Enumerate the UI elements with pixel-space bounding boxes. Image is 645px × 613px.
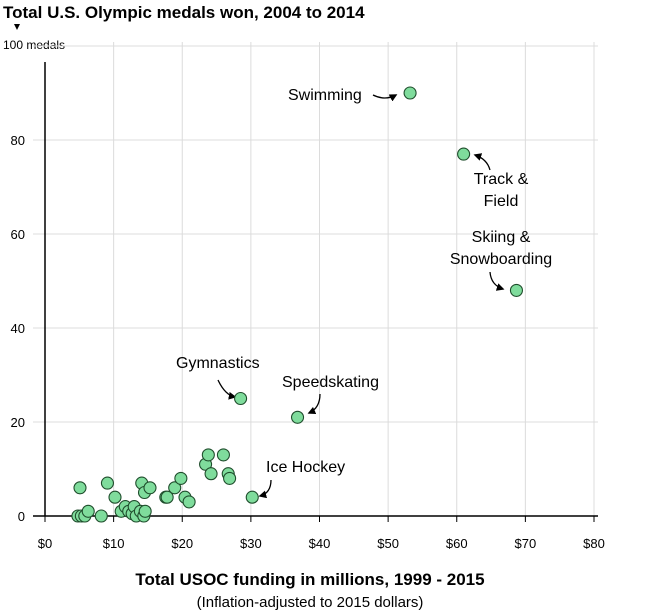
point-skiing-snowboarding	[509, 283, 524, 297]
x-tick-label: $0	[38, 536, 52, 551]
x-tick-label: $40	[309, 536, 331, 551]
skiing-snowboarding-arrow	[489, 271, 505, 291]
x-tick-label: $70	[515, 536, 537, 551]
data-point	[94, 509, 108, 523]
speedskating-arrow	[307, 393, 321, 414]
x-tick-label: $30	[240, 536, 262, 551]
point-track-field	[457, 147, 471, 161]
y-tick-label: 40	[11, 321, 25, 336]
data-point	[138, 504, 152, 518]
swimming-arrow	[372, 94, 398, 102]
point-ice-hockey	[245, 490, 259, 504]
x-axis-label: Total USOC funding in millions, 1999 - 2…	[135, 570, 484, 589]
data-point	[73, 481, 87, 495]
x-axis-sublabel: (Inflation-adjusted to 2015 dollars)	[197, 594, 424, 611]
point-swimming	[403, 86, 417, 100]
annotation-track-field-line2: Field	[484, 193, 519, 210]
data-points	[71, 86, 524, 523]
annotation-speedskating: Speedskating	[282, 374, 379, 391]
y-axis-label: 100 medals	[3, 38, 65, 52]
data-point	[182, 495, 196, 509]
x-tick-labels: $0 $10 $20 $30 $40 $50 $60 $70 $80	[38, 536, 605, 551]
y-tick-label: 20	[11, 415, 25, 430]
data-point	[81, 504, 95, 518]
x-tick-label: $80	[583, 536, 605, 551]
data-point	[108, 490, 122, 504]
data-point	[143, 481, 157, 495]
y-tick-labels: 0 20 40 60 80	[11, 133, 25, 524]
annotation-ice-hockey: Ice Hockey	[266, 459, 345, 476]
annotation-gymnastics: Gymnastics	[176, 355, 260, 372]
track-field-arrow	[473, 153, 491, 171]
data-point	[174, 471, 188, 485]
x-tick-label: $50	[377, 536, 399, 551]
annotation-skiing-line1: Skiing &	[472, 229, 531, 246]
grid-lines	[33, 42, 598, 520]
x-tick-label: $10	[103, 536, 125, 551]
y-tick-label: 60	[11, 227, 25, 242]
data-point	[201, 448, 215, 462]
y-tick-label: 0	[18, 509, 25, 524]
data-point	[160, 490, 174, 504]
ice-hockey-arrow	[258, 479, 272, 499]
annotation-track-field-line1: Track &	[474, 171, 529, 188]
data-point	[100, 476, 114, 490]
x-tick-label: $20	[171, 536, 193, 551]
data-point	[216, 448, 230, 462]
annotation-arrows	[217, 94, 505, 499]
point-speedskating	[290, 410, 305, 424]
gymnastics-arrow	[217, 379, 237, 400]
annotation-swimming: Swimming	[288, 87, 362, 104]
y-unit-pointer-icon	[14, 24, 20, 30]
y-tick-label: 80	[11, 133, 25, 148]
point-gymnastics	[234, 391, 248, 406]
data-point	[204, 467, 218, 481]
annotation-skiing-line2: Snowboarding	[450, 251, 552, 268]
data-point	[168, 481, 182, 495]
data-point	[223, 471, 237, 485]
annotation-labels: Swimming Track & Field Skiing & Snowboar…	[176, 87, 552, 476]
x-tick-label: $60	[446, 536, 468, 551]
chart-title: Total U.S. Olympic medals won, 2004 to 2…	[3, 3, 365, 22]
